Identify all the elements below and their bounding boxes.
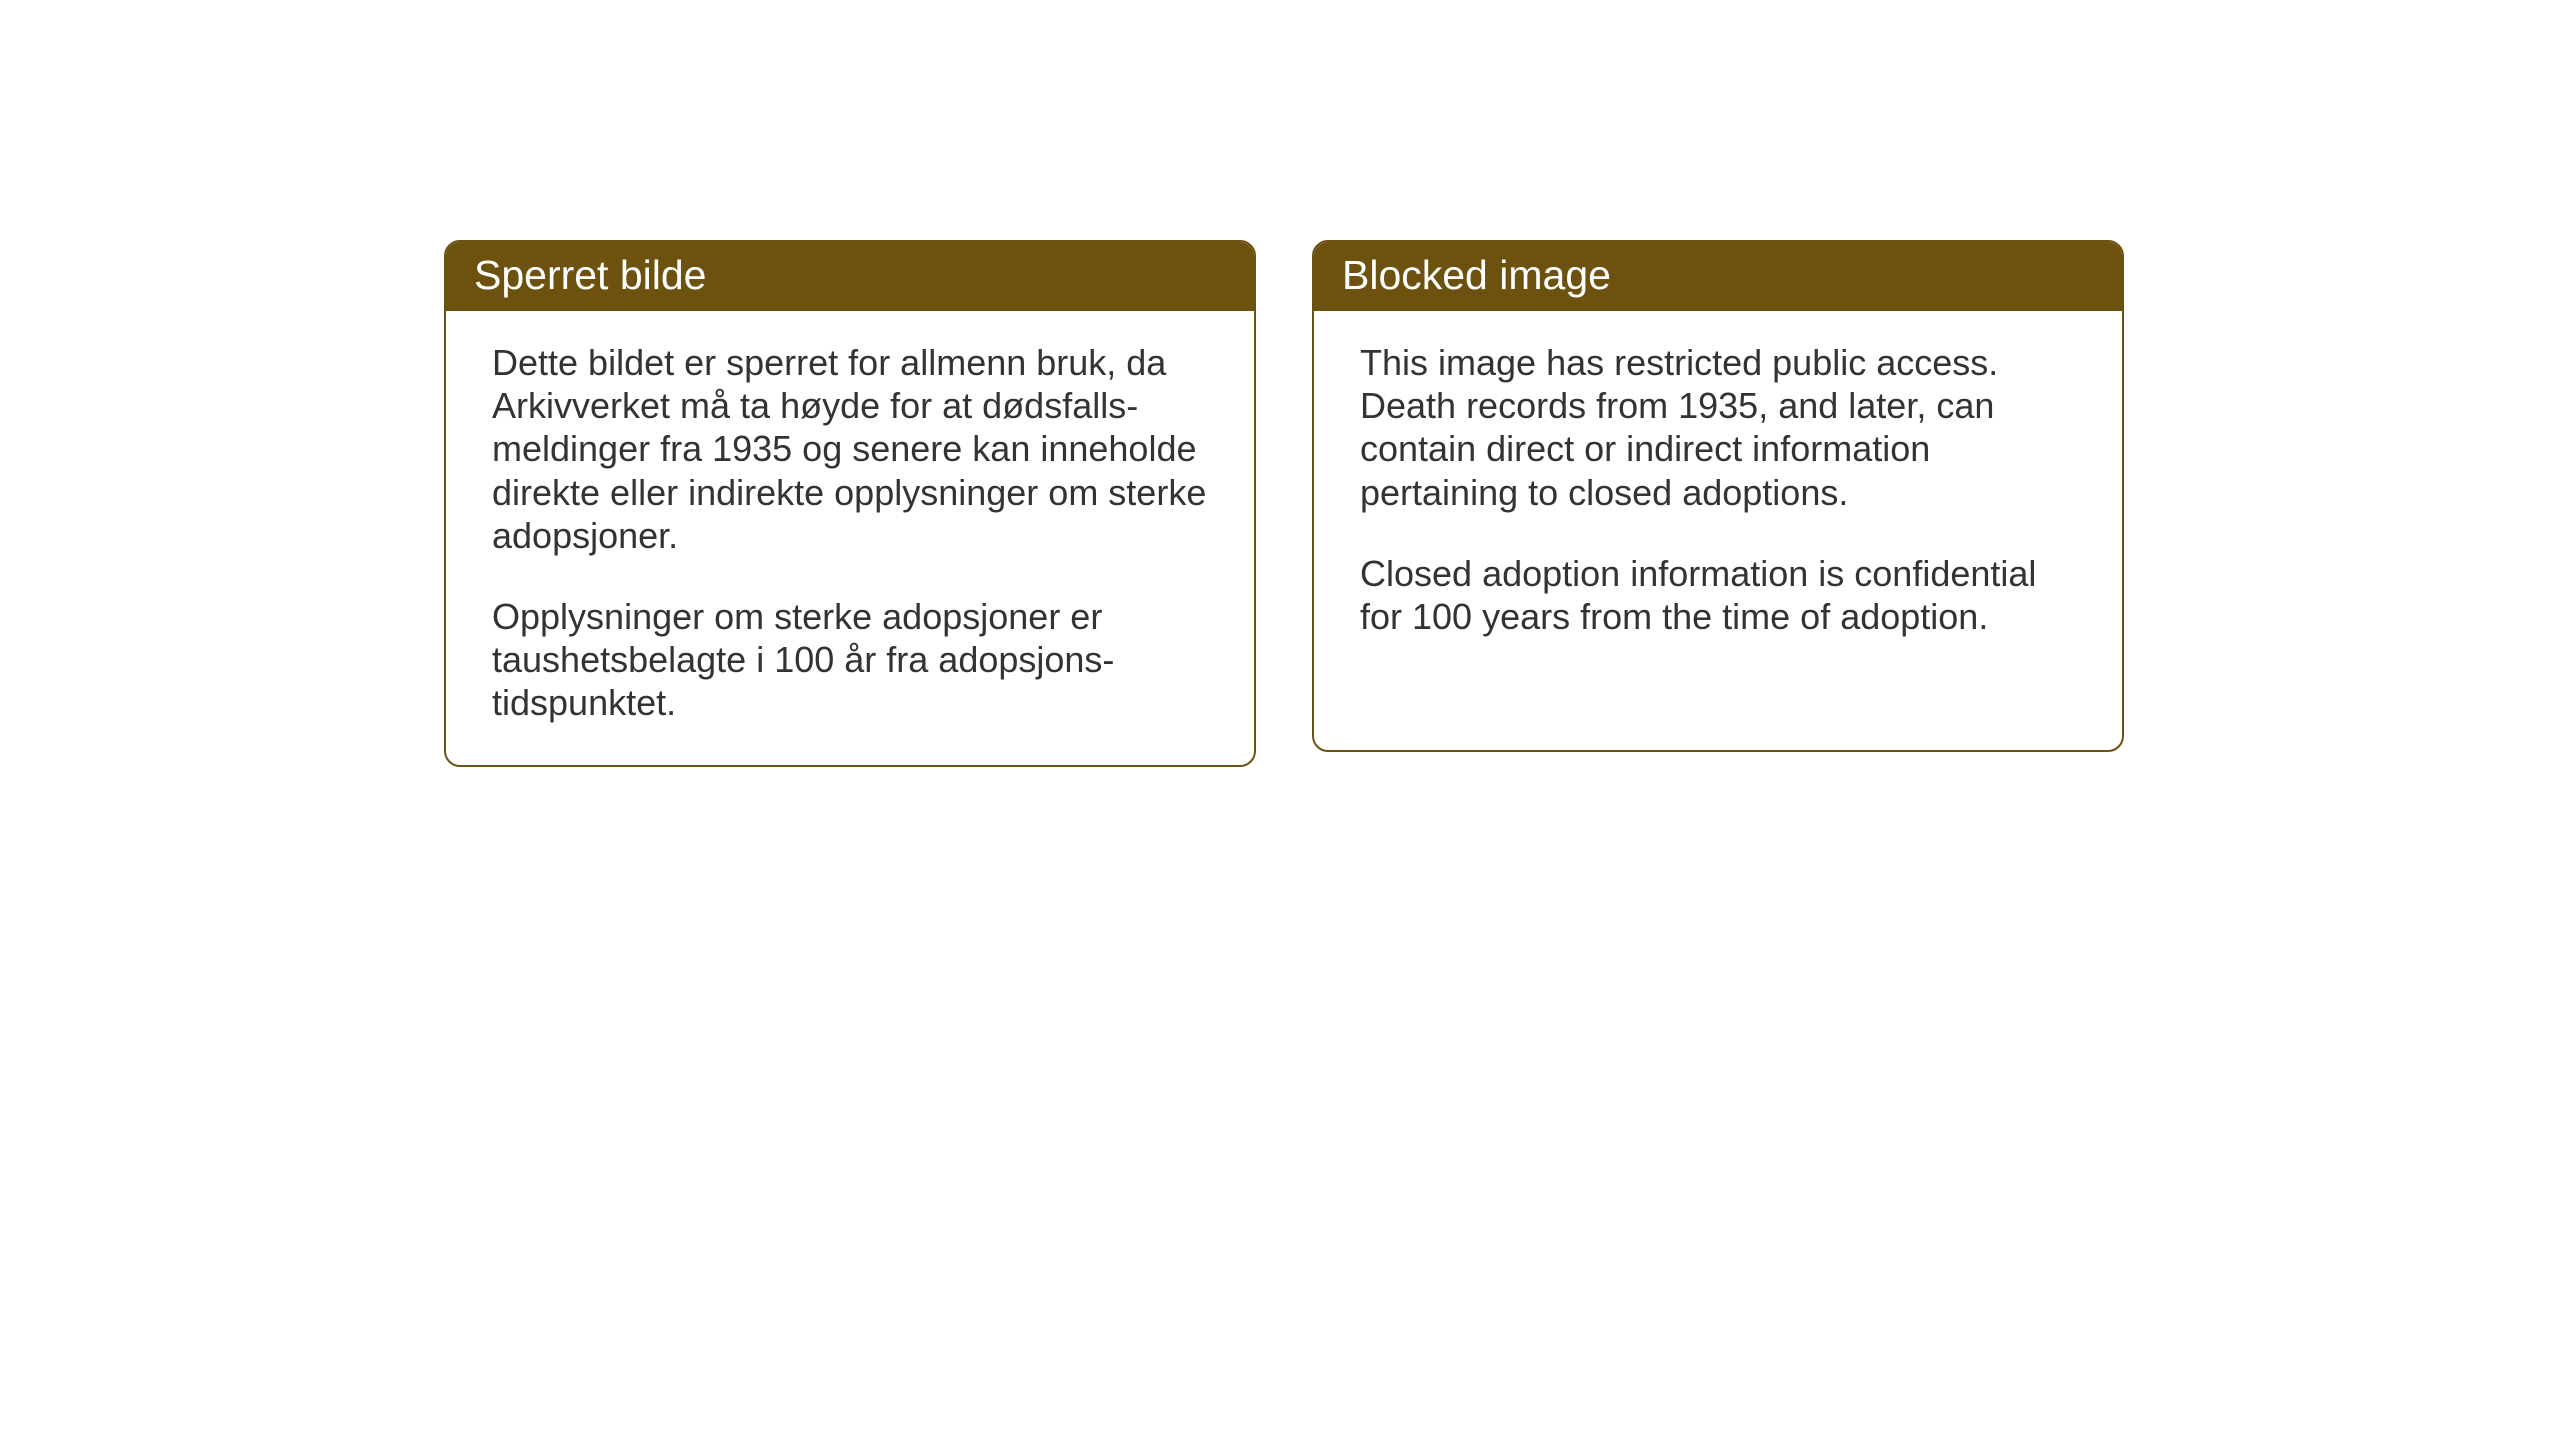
- norwegian-card: Sperret bilde Dette bildet er sperret fo…: [444, 240, 1256, 767]
- english-paragraph-2: Closed adoption information is confident…: [1360, 552, 2076, 638]
- norwegian-card-body: Dette bildet er sperret for allmenn bruk…: [446, 311, 1254, 765]
- english-card-body: This image has restricted public access.…: [1314, 311, 2122, 678]
- norwegian-paragraph-2: Opplysninger om sterke adopsjoner er tau…: [492, 595, 1208, 725]
- norwegian-card-title: Sperret bilde: [446, 242, 1254, 311]
- english-paragraph-1: This image has restricted public access.…: [1360, 341, 2076, 514]
- english-card: Blocked image This image has restricted …: [1312, 240, 2124, 752]
- norwegian-paragraph-1: Dette bildet er sperret for allmenn bruk…: [492, 341, 1208, 557]
- cards-container: Sperret bilde Dette bildet er sperret fo…: [444, 240, 2124, 767]
- english-card-title: Blocked image: [1314, 242, 2122, 311]
